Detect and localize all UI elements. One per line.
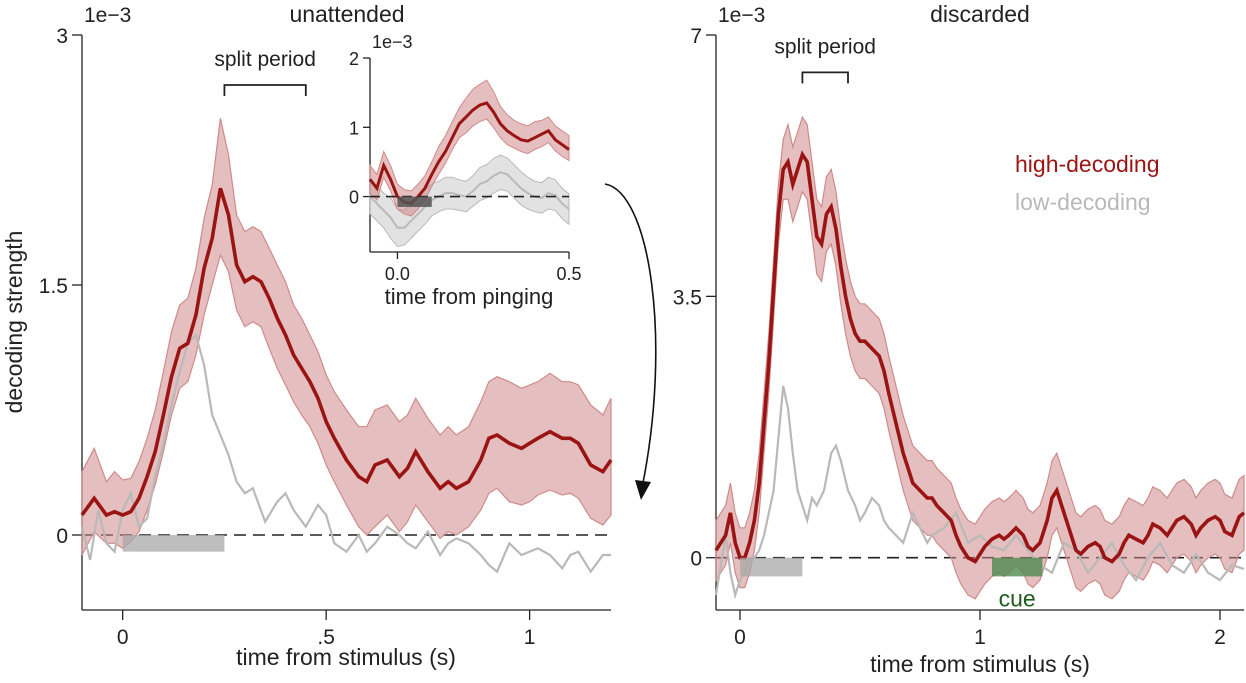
- y-tick-label: 0: [690, 548, 702, 571]
- inset-high-decoding-band: [369, 79, 570, 217]
- inset-chart-pinging: 0.0 0.5 0 1 2 1e−3 time from pinging: [349, 32, 582, 309]
- x-tick-label: 0.0: [385, 264, 410, 284]
- x-tick-label: 0: [117, 626, 129, 649]
- y-tick-label: 0: [56, 525, 68, 548]
- x-axis-title: time from stimulus (s): [870, 651, 1090, 677]
- inset-axis-ticks: 0.0 0.5 0 1 2: [349, 49, 582, 284]
- connector-arrow-line: [604, 183, 657, 489]
- legend-entry-high-decoding: high-decoding: [1015, 151, 1160, 177]
- y-tick-label: 2: [349, 49, 359, 69]
- arrowhead-icon: [635, 480, 651, 500]
- axis-ticks: 0 .5 1 0 1.5 3: [39, 25, 536, 649]
- y-exponent-label: 1e−3: [718, 4, 765, 27]
- stimulus-period-bar: [122, 535, 225, 552]
- axis-ticks: 0 1 2 0 3.5 7: [673, 25, 1226, 649]
- cue-period-bar: [992, 557, 1043, 577]
- inset-x-axis-title: time from pinging: [385, 284, 554, 309]
- y-tick-label: 3.5: [673, 286, 702, 309]
- high-decoding-line: [714, 150, 1246, 564]
- x-tick-label: 0: [734, 626, 746, 649]
- inset-ping-bar: [397, 196, 432, 207]
- x-axis-title: time from stimulus (s): [236, 644, 456, 670]
- split-period-label: split period: [774, 35, 876, 58]
- y-tick-label: 0: [349, 188, 359, 208]
- chart-discarded: 0 1 2 0 3.5 7 cue split period 1e−3 discarded…: [673, 1, 1246, 677]
- low-decoding-line: [714, 385, 1245, 600]
- y-tick-label: 1.5: [39, 275, 68, 298]
- legend: high-decoding low-decoding: [1015, 151, 1160, 215]
- x-tick-label: .5: [317, 626, 335, 649]
- inset-y-exponent-label: 1e−3: [372, 32, 413, 52]
- x-tick-label: 0.5: [556, 264, 581, 284]
- y-tick-label: 3: [56, 25, 68, 48]
- chart-title: unattended: [289, 1, 404, 27]
- chart-title: discarded: [930, 1, 1030, 27]
- split-period-bracket: [223, 84, 307, 96]
- x-tick-label: 2: [1214, 626, 1226, 649]
- cue-label: cue: [999, 585, 1036, 611]
- legend-entry-low-decoding: low-decoding: [1015, 189, 1151, 215]
- y-tick-label: 7: [690, 25, 702, 48]
- split-period-bracket: [801, 71, 849, 84]
- y-tick-label: 1: [349, 118, 359, 138]
- chart-unattended: 0.5 101.53 split period 1e−3 unattended t…: [1, 1, 613, 670]
- low-decoding-line: [80, 332, 611, 574]
- high-decoding-line: [80, 187, 613, 518]
- inset-low-decoding-band: [369, 154, 570, 248]
- y-exponent-label: 1e−3: [84, 4, 131, 27]
- split-period-label: split period: [214, 48, 316, 71]
- stimulus-period-bar: [740, 557, 803, 577]
- x-tick-label: 1: [524, 626, 536, 649]
- x-tick-label: 1: [974, 626, 986, 649]
- high-decoding-band: [715, 115, 1245, 600]
- y-axis-title: decoding strength: [1, 231, 27, 414]
- connector-arrow: [604, 183, 657, 500]
